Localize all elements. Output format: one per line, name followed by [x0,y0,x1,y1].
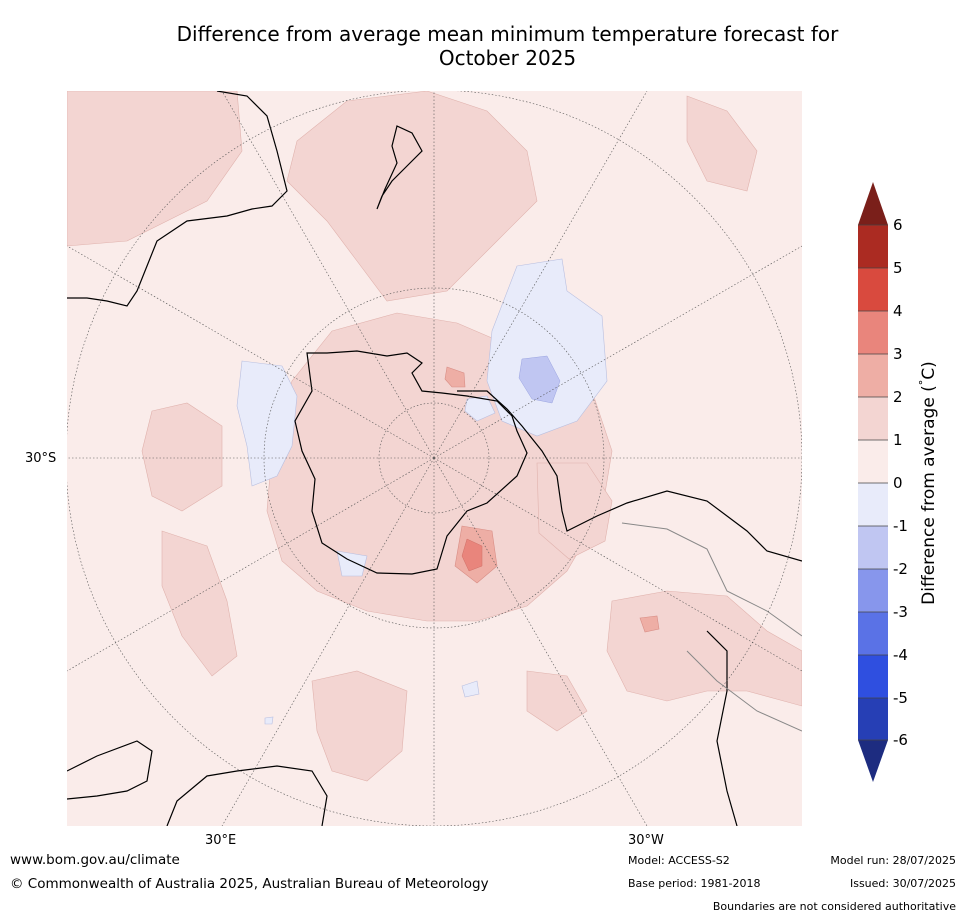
longitude-label-30e: 30°E [205,833,237,848]
website-link[interactable]: www.bom.gov.au/climate [10,852,180,868]
map-title: Difference from average mean minimum tem… [60,22,955,70]
model-run-text: Model run: 28/07/2025 [830,854,956,867]
colorbar-tick-m4: -4 [893,646,908,664]
colorbar-band-m1-0 [858,483,888,526]
colorbar-band-5-6 [858,225,888,268]
base-period-text: Base period: 1981-2018 [628,877,761,890]
colorbar-band-3-4 [858,311,888,354]
colorbar-tick-m1: -1 [893,517,908,535]
colorbar-tick-6: 6 [893,216,903,234]
colorbar-band-0-1 [858,440,888,483]
colorbar-under-arrow [858,740,888,782]
copyright-text: © Commonwealth of Australia 2025, Austra… [10,876,489,892]
coastlines [67,91,802,826]
colorbar [858,182,888,782]
colorbar-tick-m5: -5 [893,689,908,707]
colorbar-tick-2: 2 [893,388,903,406]
disclaimer-text: Boundaries are not considered authoritat… [712,900,956,913]
colorbar-tick-lines [858,224,888,741]
latitude-circles [67,91,802,826]
colorbar-band-m6-m5 [858,698,888,740]
country-borders [621,522,802,732]
colorbar-tick-1: 1 [893,431,903,449]
model-text: Model: ACCESS-S2 [628,854,730,867]
title-line-1: Difference from average mean minimum tem… [176,22,839,46]
colorbar-title: Difference from average (°C) [917,361,939,605]
colorbar-band-m5-m4 [858,655,888,698]
colorbar-band-m2-m1 [858,526,888,569]
latitude-label-30s: 30°S [25,451,57,466]
anomaly-plus3-regions [461,538,483,572]
colorbar-tick-5: 5 [893,259,903,277]
title-line-2: October 2025 [438,46,577,70]
colorbar-band-m3-m2 [858,569,888,612]
colorbar-tick-m6: -6 [893,731,908,749]
colorbar-band-m4-m3 [858,612,888,655]
issued-text: Issued: 30/07/2025 [849,877,956,890]
colorbar-band-2-3 [858,354,888,397]
colorbar-title-degree: ° [917,379,931,386]
meridians [67,91,802,826]
map-svg [67,91,802,826]
longitude-label-30w: 30°W [628,833,664,848]
colorbar-band-4-5 [858,268,888,311]
colorbar-tick-4: 4 [893,302,903,320]
colorbar-over-arrow [858,182,888,225]
colorbar-tick-3: 3 [893,345,903,363]
colorbar-tick-m2: -2 [893,560,908,578]
colorbar-title-unit: C) [918,361,939,380]
colorbar-tick-0: 0 [893,474,903,492]
colorbar-tick-m3: -3 [893,603,908,621]
colorbar-title-main: Difference from average ( [918,385,939,605]
polar-map [67,91,802,826]
colorbar-band-1-2 [858,397,888,440]
